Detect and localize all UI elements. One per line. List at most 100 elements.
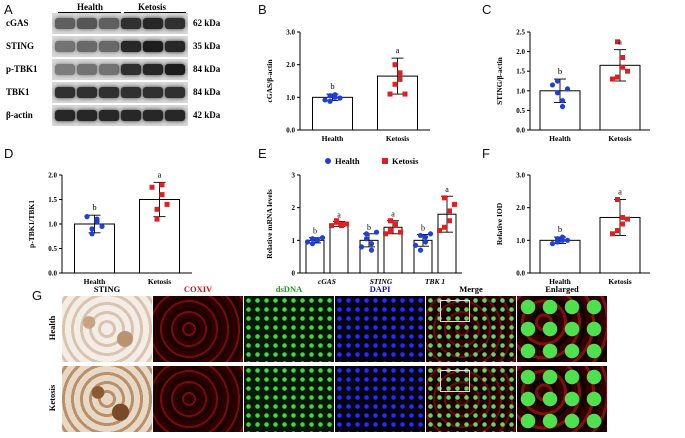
bar (312, 96, 353, 131)
bar (599, 64, 641, 131)
blot-row-label: STING (6, 41, 35, 51)
y-tick-label: 2.5 (516, 29, 525, 37)
zoom-region-box (440, 370, 470, 392)
x-tick-label: Health (549, 134, 571, 143)
legend-marker-health (325, 158, 331, 164)
data-point (610, 231, 615, 237)
micrograph-tile (335, 296, 425, 362)
y-tick-label: 1.5 (516, 68, 525, 76)
panel-letter-c: C (482, 2, 492, 17)
panel-letter-a: A (4, 2, 13, 17)
data-point (159, 192, 165, 198)
blot-band (121, 41, 141, 52)
data-point (554, 239, 561, 245)
x-tick-label: Ketosis (608, 134, 631, 143)
legend-label: Health (335, 156, 360, 166)
blot-band (77, 110, 97, 121)
data-point (615, 74, 620, 80)
y-tick-label: 2 (292, 204, 296, 212)
data-point (363, 236, 370, 242)
micrograph-tile (244, 296, 334, 362)
y-tick-label: 1.0 (286, 94, 295, 102)
significance-letter: a (158, 169, 162, 179)
blot-kda-label: 35 kDa (193, 41, 221, 51)
blot-band (165, 41, 185, 52)
y-axis-label: Relative IOD (495, 202, 504, 245)
blot-band (165, 87, 185, 98)
bar (437, 213, 457, 274)
data-point (427, 231, 434, 237)
blot-band (121, 18, 141, 29)
blot-group-divider (58, 12, 121, 13)
bar (74, 223, 115, 274)
y-axis-label: p-TBK1/TBK1 (27, 200, 36, 248)
data-point (442, 224, 447, 230)
significance-letter: a (396, 45, 400, 55)
blot-band (77, 41, 97, 52)
data-point (620, 214, 625, 220)
y-tick-label: 1.0 (516, 237, 525, 245)
data-point (620, 54, 625, 60)
data-point (422, 239, 429, 245)
data-point (329, 223, 334, 229)
data-point (398, 229, 403, 235)
blot-band (77, 87, 97, 98)
micro-column-title: COXIV (183, 284, 213, 294)
legend-marker-ketosis (382, 158, 388, 164)
blot-band (165, 64, 185, 75)
data-point (339, 221, 344, 227)
data-point (89, 226, 95, 232)
data-point (387, 91, 393, 97)
data-point (337, 95, 343, 101)
data-point (392, 62, 398, 68)
data-point (615, 39, 620, 45)
data-point (368, 241, 375, 247)
significance-letter: b (367, 223, 371, 232)
blot-band (99, 110, 119, 121)
data-point (358, 244, 365, 250)
data-point (304, 239, 311, 245)
data-point (620, 64, 625, 70)
data-point (417, 232, 424, 239)
blot-band (143, 87, 163, 98)
y-tick-label: 0.0 (516, 127, 525, 135)
data-point (388, 218, 393, 224)
data-point (334, 218, 339, 224)
data-point (559, 103, 566, 110)
data-point (452, 201, 457, 207)
data-point (314, 237, 321, 243)
micro-column-title: Merge (459, 284, 483, 294)
data-point (564, 237, 571, 243)
blot-band (143, 18, 163, 29)
blot-band (55, 110, 75, 121)
data-point (332, 92, 338, 98)
significance-letter: b (92, 202, 96, 212)
blot-band (143, 110, 163, 121)
y-tick-label: 3 (292, 172, 296, 180)
data-point (559, 234, 566, 240)
data-point (442, 195, 447, 201)
panel-letter-g: G (32, 288, 43, 303)
data-point (559, 98, 566, 104)
bar (539, 90, 581, 131)
y-tick-label: 1.0 (516, 87, 525, 95)
micro-column-title: DAPI (369, 284, 391, 294)
blot-band (55, 64, 75, 75)
y-tick-label: 0.0 (48, 270, 57, 278)
data-point (549, 82, 556, 88)
significance-letter: b (421, 223, 425, 232)
blot-row-label: β-actin (6, 110, 33, 120)
bar (329, 223, 349, 274)
data-point (327, 93, 333, 99)
significance-letter: b (558, 66, 562, 76)
blot-strip (52, 105, 188, 126)
data-point (383, 231, 388, 237)
blot-group-ketosis: Ketosis (138, 2, 166, 12)
blot-row-label: cGAS (6, 18, 29, 28)
y-axis-label: STING/β-actin (495, 56, 504, 105)
significance-letter: b (558, 224, 562, 234)
blot-band (55, 18, 75, 29)
data-point (447, 218, 452, 224)
blot-band (99, 64, 119, 75)
data-point (437, 228, 442, 234)
